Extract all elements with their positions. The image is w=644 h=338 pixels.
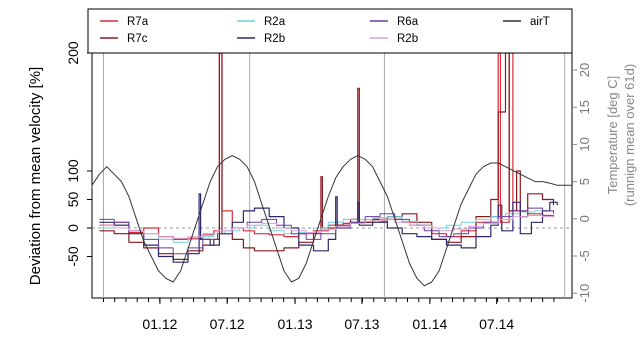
y-axis-title: Deviation from mean velocity [%] <box>27 67 44 285</box>
x-tick-label-4: 01.14 <box>412 316 447 332</box>
x-tick-label-0: 01.12 <box>142 316 177 332</box>
series-lines <box>91 52 572 287</box>
x-tick-label-2: 01.13 <box>278 316 313 332</box>
x-tick-label-5: 07.14 <box>479 316 514 332</box>
legend-label-5: R2b <box>264 33 285 45</box>
y2-axis-title-line-1: Temperature [deg C] <box>605 76 620 195</box>
x-tick-label-1: 07.12 <box>210 316 245 332</box>
y2-tick-label-1: -5 <box>577 250 592 262</box>
y2-tick-label-3: 5 <box>577 178 592 185</box>
x-tick-label-3: 07.13 <box>344 316 379 332</box>
y-tick-label-2: 50 <box>65 192 81 208</box>
series-line-r2a-2 <box>99 210 554 243</box>
legend-label-6: R2b <box>397 33 418 45</box>
legend-label-3: airT <box>530 16 550 28</box>
series-line-r2b-5 <box>99 215 554 239</box>
y-tick-label-3: 100 <box>65 159 81 183</box>
legend-label-0: R7a <box>127 16 149 28</box>
y2-tick-label-5: 15 <box>577 100 592 114</box>
series-line-r7c-1 <box>99 52 555 260</box>
y2-tick-label-4: 10 <box>577 137 592 151</box>
y-tick-label-1: 0 <box>65 224 81 232</box>
y-axis-title-group: Deviation from mean velocity [%] <box>27 67 44 285</box>
series-line-airt-6 <box>91 155 572 287</box>
legend-label-2: R6a <box>397 16 419 28</box>
legend: R7a R2a R6a airT R7c R2b R2b <box>87 8 573 54</box>
series-line-r7a-0 <box>99 52 555 240</box>
y2-tick-label-2: 0 <box>577 215 592 222</box>
y2-tick-label-6: 20 <box>577 63 592 77</box>
legend-box <box>87 8 573 54</box>
y-tick-label-4: 200 <box>65 41 81 65</box>
y2-axis-title-group: Temperature [deg C] (runnign mean over 6… <box>605 64 637 206</box>
y2-axis-title-line-2: (runnign mean over 61d) <box>622 64 637 206</box>
y-tick-label-0: -50 <box>65 246 81 266</box>
y2-tick-label-0: -10 <box>577 284 592 303</box>
vertical-reference-lines <box>102 53 566 298</box>
legend-label-4: R7c <box>127 33 148 45</box>
legend-label-1: R2a <box>264 16 286 28</box>
